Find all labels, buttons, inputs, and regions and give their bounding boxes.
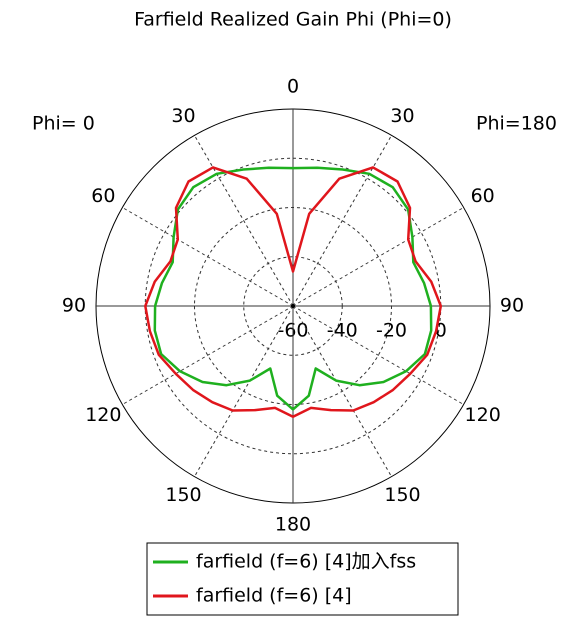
theta-tick-label: 120 xyxy=(465,404,501,426)
theta-tick-label: 120 xyxy=(85,404,121,426)
spoke xyxy=(194,305,294,477)
spoke xyxy=(292,135,392,307)
right-label: Phi=180 xyxy=(476,113,557,135)
theta-tick-label: 30 xyxy=(171,105,195,127)
center-dot xyxy=(291,304,295,308)
legend-box xyxy=(146,542,459,616)
legend-label: farfield (f=6) [4]加入fss xyxy=(196,551,416,573)
r-tick-label: -20 xyxy=(376,320,407,342)
theta-tick-label: 150 xyxy=(384,484,420,506)
spoke xyxy=(122,207,294,307)
series-line xyxy=(144,166,443,419)
theta-tick-label: 150 xyxy=(165,484,201,506)
spoke xyxy=(292,305,392,477)
theta-tick-label: 60 xyxy=(91,185,115,207)
left-label: Phi= 0 xyxy=(32,113,95,135)
theta-tick-label: 90 xyxy=(500,295,524,317)
spoke xyxy=(292,207,464,307)
spoke xyxy=(292,305,464,405)
legend-label: farfield (f=6) [4] xyxy=(196,585,352,607)
theta-tick-label: 180 xyxy=(275,514,311,536)
theta-tick-label: 30 xyxy=(390,105,414,127)
r-tick-label: -40 xyxy=(327,320,358,342)
chart-title: Farfield Realized Gain Phi (Phi=0) xyxy=(134,9,452,31)
spoke xyxy=(122,305,294,405)
theta-tick-label: 90 xyxy=(62,295,86,317)
theta-tick-label: 0 xyxy=(287,76,299,98)
spoke xyxy=(194,135,294,307)
theta-tick-label: 60 xyxy=(471,185,495,207)
series-line xyxy=(153,166,433,411)
